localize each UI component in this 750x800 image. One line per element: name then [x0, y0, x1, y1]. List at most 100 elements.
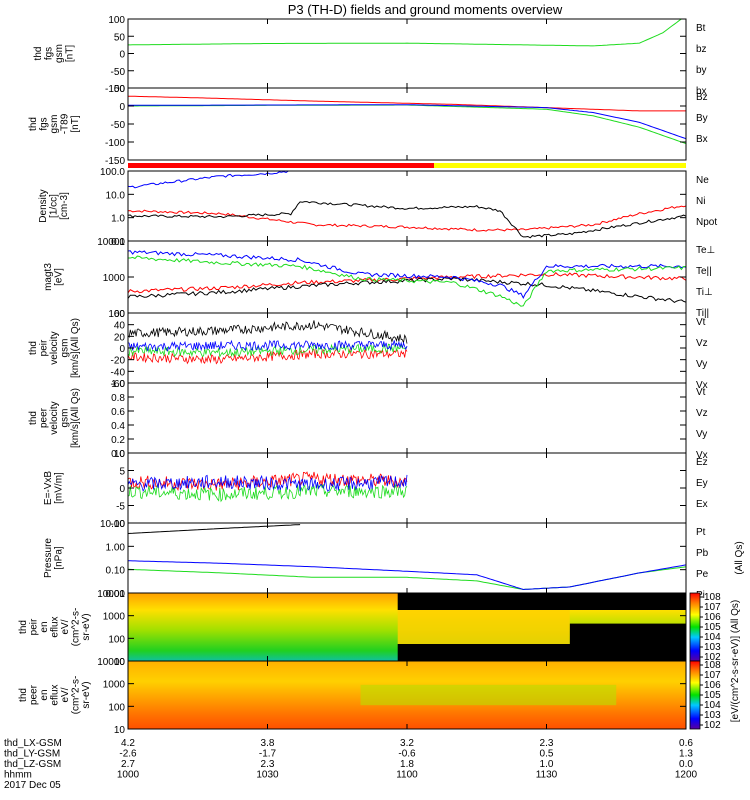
legend-fgs_gsm-Bt: Bt [696, 23, 706, 34]
trace-temperature-Te|| [127, 277, 687, 304]
legend-temperature-Ti⊥: Ti⊥ [696, 287, 713, 298]
ylabel-line: sr-eV) [81, 613, 92, 640]
panel-frame-fgs_t89 [127, 87, 687, 161]
ylabel-line: en [39, 689, 50, 700]
colorbar-tick-label: 106 [704, 680, 721, 691]
ylabel-line: [nPa] [54, 546, 65, 570]
panel-pressure: 10.00 1.00 0.10 0.01 Pressure [nPa] Pt Pb Pe Pi (A… [43, 519, 745, 601]
ylabel-line: [nT] [70, 115, 81, 132]
ylabel-line: peir [29, 618, 40, 635]
ytick-label: 0.01 [106, 589, 126, 600]
legend-density-Ni: Ni [696, 196, 705, 207]
panel-peer_eflux: 10000 1000 100 10 thd peer en eflux eV/(cm^2-s-s… [18, 657, 687, 736]
legend-fgs_gsm-bz: bz [696, 44, 707, 55]
legend-efield-Ez: Ez [696, 457, 708, 468]
panel-efield: 10 5 0 -5 -10 E=-VxB [mV/m] Ez Ey Ex [43, 449, 708, 530]
ylabel-line: fgs [44, 47, 55, 60]
legend-temperature-Te||: Te|| [696, 266, 712, 277]
xaxis-value: 0.0 [679, 759, 693, 770]
xaxis-value: 1130 [536, 770, 558, 781]
ytick-label: -100 [105, 138, 125, 149]
ytick-label: 0 [119, 484, 125, 495]
legend-density-Npot: Npot [696, 217, 717, 228]
ytick-label: -60 [111, 379, 126, 390]
colorbar-tick-label: 107 [704, 670, 721, 681]
xaxis-value: -2.6 [119, 749, 137, 760]
legend-peir_velocity-Vt: Vt [696, 317, 706, 328]
ylabel-line: (cm^2-s- [71, 608, 82, 647]
xaxis-value: 2.3 [540, 738, 554, 749]
ytick-label: 1.0 [111, 214, 125, 225]
ylabel-line: [nT] [65, 45, 76, 62]
ytick-label: 1000 [103, 680, 126, 691]
panel-density: 100.0 10.0 1.0 0.1 Density [1/cc] [cm-3] Ne Ni Np… [38, 167, 717, 248]
xaxis-row-label: thd_LZ-GSM [4, 759, 61, 770]
xaxis-row-label: thd_LX-GSM [4, 738, 62, 749]
ytick-label: -150 [105, 156, 125, 167]
ytick-label: 1.0 [111, 379, 125, 390]
ylabel-line: [km/s](All Qs) [70, 388, 81, 448]
ytick-label: 0.4 [111, 421, 125, 432]
xaxis-value: 1.8 [400, 759, 414, 770]
ytick-label: 10 [114, 449, 126, 460]
colorbar-tick-label: 102 [704, 720, 721, 731]
trace-temperature-Te⊥ [127, 271, 687, 294]
legend-fgs_t89-Bx: Bx [696, 134, 708, 145]
legend-peer_velocity-Vt: Vt [696, 387, 706, 398]
ytick-label: 0.0 [111, 449, 125, 460]
legend-efield-Ey: Ey [696, 478, 708, 489]
legend-temperature-Ti||: Ti|| [696, 308, 709, 319]
status-bar-yellow [434, 163, 686, 168]
xaxis-value: -0.6 [398, 749, 416, 760]
trace-density-Npot [127, 170, 301, 189]
ylabel-line: peir [39, 339, 50, 356]
trace-fgs_t89-By [128, 104, 687, 145]
legend-density-Ne: Ne [696, 175, 709, 186]
legend-peir_velocity-Vz: Vz [696, 338, 708, 349]
trace-efield-Ex [127, 474, 408, 492]
colorbar-tick-label: 102 [704, 652, 721, 663]
legend-peer_velocity-Vy: Vy [696, 429, 707, 440]
ylabel-line: E=-VxB [43, 471, 54, 506]
ylabel-line: sr-eV) [81, 681, 92, 708]
ylabel-line: Density [38, 189, 49, 222]
panel-fgs_t89: 50 0 -50 -100 -150 thd fgs gsm -T89 [nT] Bz By Bx [28, 84, 708, 167]
plot-title: P3 (TH-D) fields and ground moments over… [288, 2, 563, 17]
colorbar-tick-label: 103 [704, 642, 721, 653]
ylabel-line: velocity [49, 331, 60, 364]
ytick-label: -20 [111, 356, 126, 367]
ylabel-line: velocity [49, 401, 60, 434]
panel-frame-efield [127, 452, 687, 524]
colorbar-label: [eV/(cm^2-s-sr-eV)] (All Qs) [730, 600, 741, 722]
panel-frame-density [127, 170, 687, 242]
ytick-label: 100 [108, 702, 125, 713]
legend-fgs_t89-By: By [696, 113, 708, 124]
ylabel-line: gsm [60, 339, 71, 358]
ytick-label: 10.00 [100, 519, 125, 530]
ytick-label: 50 [114, 32, 126, 43]
trace-efield-Ez [127, 471, 408, 492]
ytick-label: 40 [114, 321, 126, 332]
peer-spectrogram-core [360, 684, 617, 706]
ytick-label: 0 [119, 344, 125, 355]
ylabel-line: thd [18, 688, 29, 702]
ylabel-line: eflux [50, 616, 61, 637]
ytick-label: 100 [108, 15, 125, 26]
peir-spectrogram-dark-top [397, 593, 686, 610]
legend-peir_velocity-Vy: Vy [696, 359, 707, 370]
trace-pressure-Pt [127, 524, 301, 534]
xaxis-value: 0.6 [679, 738, 693, 749]
ytick-label: 100.0 [100, 167, 125, 178]
xaxis-row-label: hhmm [4, 770, 32, 781]
ytick-label: 10000 [97, 589, 125, 600]
legend-temperature-Te⊥: Te⊥ [696, 245, 715, 256]
ylabel-line: peer [29, 684, 40, 705]
ytick-label: -50 [111, 67, 126, 78]
ytick-label: 10 [114, 725, 126, 736]
ylabel-line: peer [39, 407, 50, 428]
ylabel-extra: (All Qs) [734, 541, 745, 574]
xaxis-value: 0.5 [540, 749, 554, 760]
